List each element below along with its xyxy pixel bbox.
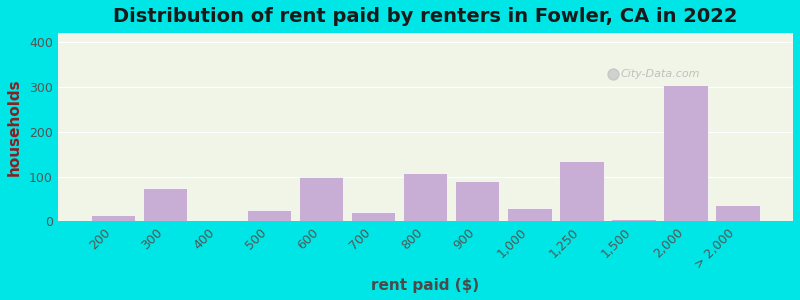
Bar xyxy=(247,210,291,221)
Text: City-Data.com: City-Data.com xyxy=(621,70,701,80)
Bar xyxy=(507,208,551,221)
Bar xyxy=(455,181,499,221)
Bar xyxy=(559,161,603,221)
Bar xyxy=(403,173,447,221)
Y-axis label: households: households xyxy=(7,78,22,176)
Bar xyxy=(299,177,343,221)
Bar xyxy=(143,188,187,221)
Title: Distribution of rent paid by renters in Fowler, CA in 2022: Distribution of rent paid by renters in … xyxy=(113,7,738,26)
Bar xyxy=(663,85,707,221)
Bar xyxy=(351,212,395,221)
Bar xyxy=(715,205,760,221)
X-axis label: rent paid ($): rent paid ($) xyxy=(371,278,479,293)
Bar xyxy=(611,219,655,221)
Bar xyxy=(91,215,135,221)
